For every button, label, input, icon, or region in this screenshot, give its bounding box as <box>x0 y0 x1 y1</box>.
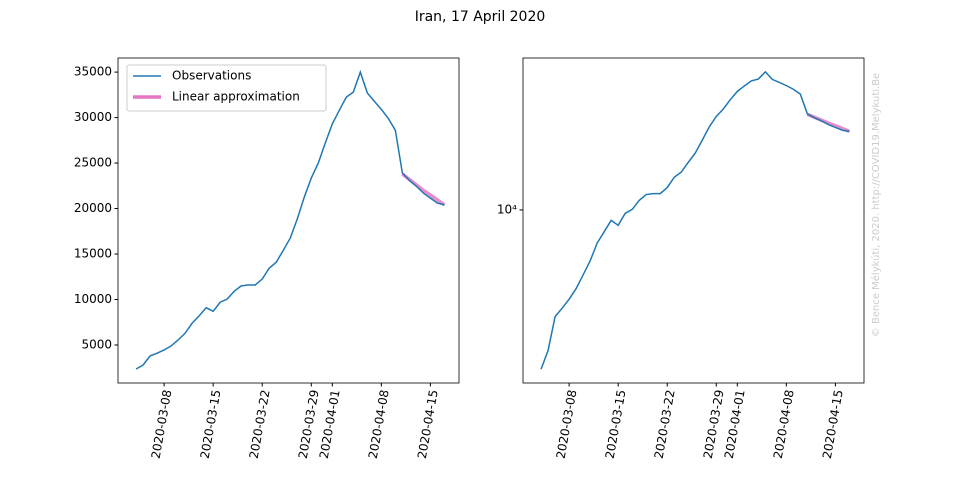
legend-label: Linear approximation <box>172 90 300 104</box>
plot-frame <box>522 57 865 384</box>
y-tick-label: 10⁴ <box>497 202 517 216</box>
legend: Observations Linear approximation <box>126 64 327 112</box>
y-tick-label: 20000 <box>74 201 112 215</box>
y-tick-label: 25000 <box>74 156 112 170</box>
series-line <box>135 69 445 370</box>
y-tick-label: 15000 <box>74 247 112 261</box>
watermark: © Bence Mélykúti, 2020. http://COVID19.M… <box>870 73 882 337</box>
y-tick-label: 35000 <box>74 65 112 79</box>
y-tick-label: 10000 <box>74 292 112 306</box>
plot-frame <box>117 57 460 384</box>
y-tick-label: 5000 <box>81 337 112 351</box>
series-line <box>540 70 850 370</box>
legend-box <box>126 64 327 112</box>
y-tick-label: 30000 <box>74 110 112 124</box>
figure-title: Iran, 17 April 2020 <box>415 9 546 25</box>
legend-label: Observations <box>172 69 251 83</box>
